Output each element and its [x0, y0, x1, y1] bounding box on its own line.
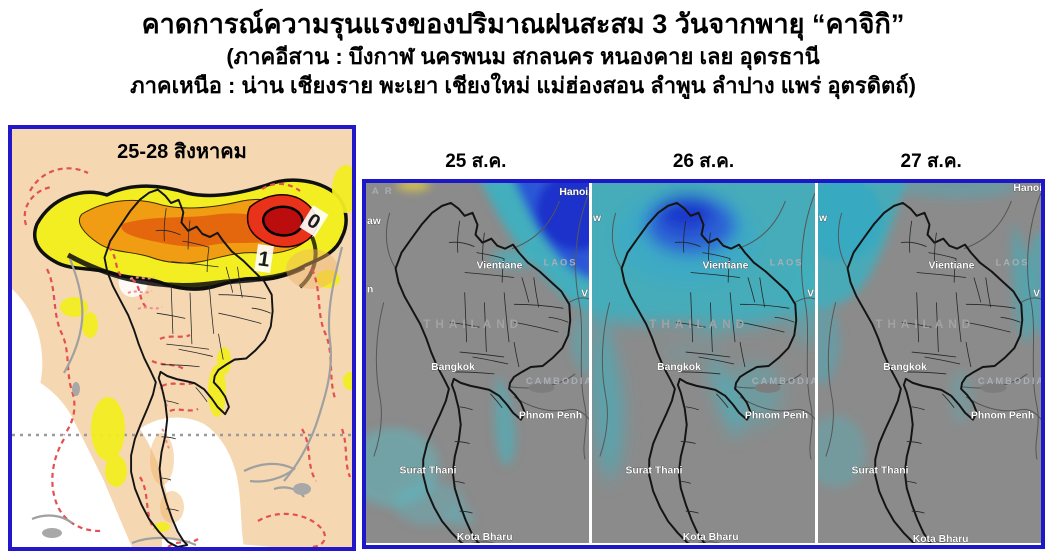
rain-overlay-aug25 [366, 183, 589, 528]
vietnam-edge-label: V [581, 288, 588, 299]
accumulation-date-label: 25-28 สิงหาคม [117, 141, 247, 163]
cambodia-label: CAMBODIA [526, 375, 589, 386]
rain-overlay-aug26 [592, 183, 815, 484]
cambodia-label: CAMBODIA [752, 375, 815, 386]
hanoi-label: Hanoi [1013, 183, 1041, 194]
bangkok-label: Bangkok [431, 362, 475, 373]
subtitle-north: ภาคเหนือ : น่าน เชียงราย พะเยา เชียงใหม่… [130, 73, 916, 99]
pink-contours [127, 276, 171, 450]
edge-left-label: w [818, 213, 828, 224]
daily-map-aug26: w Vientiane LAOS V THAILAND Bangkok CAMB… [592, 183, 815, 543]
thailand-label: THAILAND [875, 317, 975, 331]
page-title: คาดการณ์ความรุนแรงของปริมาณฝนสะสม 3 วันจ… [141, 9, 905, 39]
vientiane-label: Vientiane [703, 260, 749, 271]
thailand-label: THAILAND [649, 317, 749, 331]
hanoi-label: Hanoi [559, 187, 588, 198]
laos-label: LAOS [996, 257, 1030, 268]
place-labels-aug27: Hanoi w Vientiane LAOS V THAILAND Bangko… [818, 183, 1041, 543]
laos-label: LAOS [770, 257, 804, 268]
bangkok-label: Bangkok [883, 362, 927, 373]
red-dashed-contours [23, 167, 352, 547]
surat-thani-label: Surat Thani [852, 465, 909, 476]
vientiane-label: Vientiane [477, 260, 523, 271]
daily-map-aug25: A R Hanoi aw n Vientiane LAOS V THAILAND… [366, 183, 589, 543]
phnom-penh-label: Phnom Penh [519, 411, 582, 422]
contour-labels: 0 1 [254, 205, 329, 273]
contour-label-1: 1 [257, 247, 272, 271]
vientiane-label: Vientiane [929, 260, 975, 271]
panel-date-26: 26 ส.ค. [672, 151, 735, 172]
bangkok-label: Bangkok [657, 362, 701, 373]
kota-bharu-label: Kota Bharu [683, 532, 739, 543]
daily-map-aug27: Hanoi w Vientiane LAOS V THAILAND Bangko… [818, 183, 1041, 543]
rain-overlay-aug27 [818, 183, 1041, 488]
edge-left-label: aw [367, 216, 382, 227]
subtitle-isan: (ภาคอีสาน : บึงกาฬ นครพนม สกลนคร หนองคาย… [226, 44, 820, 70]
phnom-penh-label: Phnom Penh [745, 411, 808, 422]
panel-date-25: 25 ส.ค. [445, 151, 507, 172]
panel-date-27: 27 ส.ค. [900, 151, 962, 172]
cambodia-label: CAMBODIA [978, 375, 1041, 386]
thailand-label: THAILAND [423, 317, 523, 331]
corner-label: A R [372, 185, 394, 196]
vietnam-edge-label: V [1033, 288, 1040, 299]
coast-islands [42, 382, 311, 538]
kota-bharu-label: Kota Bharu [913, 534, 969, 543]
vietnam-edge-label: V [807, 288, 814, 299]
header: คาดการณ์ความรุนแรงของปริมาณฝนสะสม 3 วันจ… [0, 6, 1046, 101]
edge-left-label: w [592, 213, 602, 224]
coastlines [31, 246, 344, 547]
daily-panel-labels: 25 ส.ค. 26 ส.ค. 27 ส.ค. [362, 146, 1045, 176]
kota-bharu-label: Kota Bharu [457, 532, 513, 543]
accumulation-map: 0 1 25-28 สิงหาคม [8, 125, 356, 551]
daily-maps-block: A R Hanoi aw n Vientiane LAOS V THAILAND… [362, 179, 1045, 549]
place-labels-aug25: A R Hanoi aw n Vientiane LAOS V THAILAND… [367, 185, 589, 543]
accumulation-map-canvas: 0 1 [12, 129, 352, 547]
phnom-penh-label: Phnom Penh [971, 411, 1034, 422]
surat-thani-label: Surat Thani [400, 465, 457, 476]
edge-left-label-2: n [367, 284, 373, 295]
surat-thani-label: Surat Thani [626, 465, 683, 476]
place-labels-aug26: w Vientiane LAOS V THAILAND Bangkok CAMB… [592, 212, 815, 543]
laos-label: LAOS [544, 257, 578, 268]
